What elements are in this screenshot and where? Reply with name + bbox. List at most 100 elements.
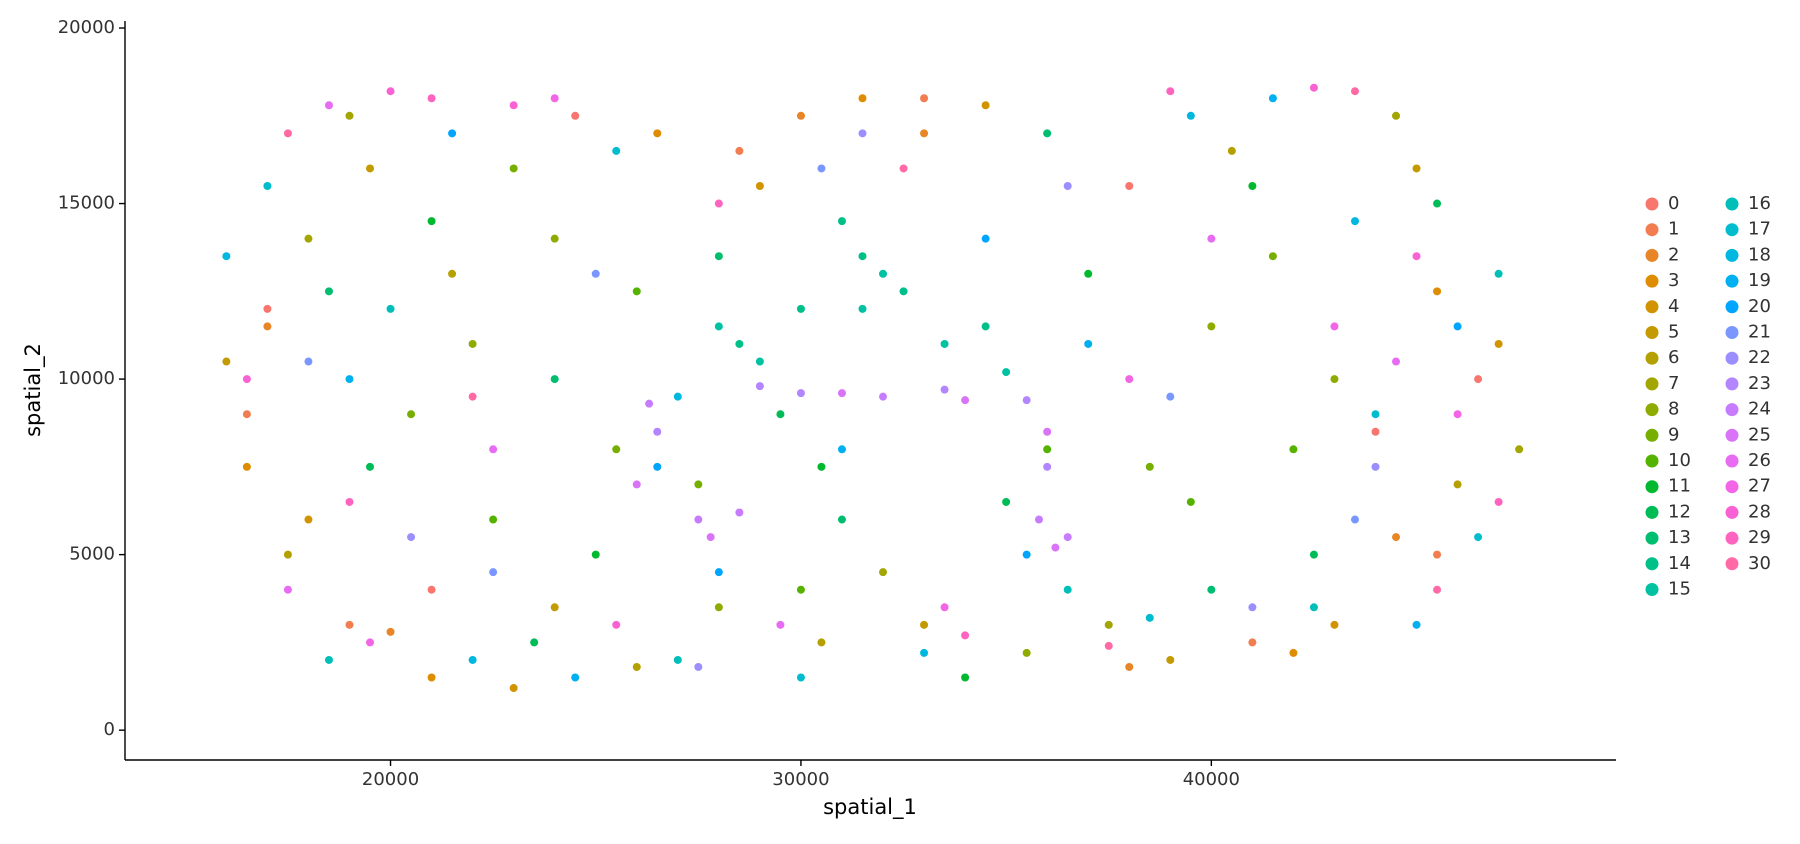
point bbox=[324, 655, 333, 664]
point bbox=[1022, 550, 1031, 559]
point bbox=[735, 339, 744, 348]
legend-label: 24 bbox=[1748, 399, 1771, 420]
legend-label: 17 bbox=[1748, 219, 1771, 240]
legend-label: 19 bbox=[1748, 270, 1771, 291]
legend-key bbox=[1645, 223, 1659, 237]
legend-label: 28 bbox=[1748, 501, 1771, 522]
point bbox=[1051, 543, 1060, 552]
point bbox=[1022, 648, 1031, 657]
point bbox=[1392, 111, 1401, 120]
point bbox=[345, 620, 354, 629]
point bbox=[714, 199, 723, 208]
point bbox=[817, 462, 826, 471]
legend-key bbox=[1645, 428, 1659, 442]
legend-key bbox=[1725, 223, 1739, 237]
legend-label: 4 bbox=[1668, 296, 1679, 317]
legend-label: 13 bbox=[1668, 527, 1691, 548]
point bbox=[796, 585, 805, 594]
point bbox=[653, 129, 662, 138]
point bbox=[1453, 480, 1462, 489]
point bbox=[448, 129, 457, 138]
point bbox=[1412, 164, 1421, 173]
point bbox=[1145, 613, 1154, 622]
legend-key bbox=[1645, 557, 1659, 571]
point bbox=[879, 269, 888, 278]
point bbox=[1330, 322, 1339, 331]
point bbox=[879, 568, 888, 577]
point bbox=[1515, 445, 1524, 454]
legend-key bbox=[1725, 403, 1739, 417]
point bbox=[1309, 83, 1318, 92]
y-tick-label: 20000 bbox=[58, 17, 115, 38]
legend-key bbox=[1725, 505, 1739, 519]
point bbox=[714, 252, 723, 261]
legend-key bbox=[1645, 197, 1659, 211]
point bbox=[1453, 410, 1462, 419]
point bbox=[1207, 234, 1216, 243]
legend-key bbox=[1725, 377, 1739, 391]
legend-label: 25 bbox=[1748, 424, 1771, 445]
point bbox=[1022, 396, 1031, 405]
legend-key bbox=[1725, 454, 1739, 468]
y-tick-label: 0 bbox=[104, 719, 115, 740]
point bbox=[427, 94, 436, 103]
point bbox=[961, 631, 970, 640]
point bbox=[920, 620, 929, 629]
point bbox=[755, 182, 764, 191]
legend-label: 27 bbox=[1748, 476, 1771, 497]
legend-key bbox=[1645, 505, 1659, 519]
point bbox=[366, 638, 375, 647]
point bbox=[796, 111, 805, 120]
point bbox=[1043, 462, 1052, 471]
point bbox=[1084, 339, 1093, 348]
point bbox=[1166, 87, 1175, 96]
legend-key bbox=[1645, 583, 1659, 596]
legend-label: 23 bbox=[1748, 373, 1771, 394]
legend-label: 7 bbox=[1668, 373, 1679, 394]
point bbox=[1248, 638, 1257, 647]
point bbox=[263, 304, 272, 313]
point bbox=[981, 101, 990, 110]
point bbox=[222, 357, 231, 366]
point bbox=[1125, 182, 1134, 191]
legend-key bbox=[1725, 351, 1739, 365]
point bbox=[1412, 252, 1421, 261]
point bbox=[345, 497, 354, 506]
point bbox=[1309, 603, 1318, 612]
point bbox=[1474, 375, 1483, 384]
point bbox=[796, 673, 805, 682]
point bbox=[755, 357, 764, 366]
point bbox=[427, 585, 436, 594]
point bbox=[427, 673, 436, 682]
legend-label: 22 bbox=[1748, 347, 1771, 368]
point bbox=[1166, 655, 1175, 664]
point bbox=[920, 94, 929, 103]
legend-key bbox=[1725, 428, 1739, 442]
point bbox=[858, 252, 867, 261]
point bbox=[879, 392, 888, 401]
point bbox=[796, 304, 805, 313]
point bbox=[242, 375, 251, 384]
point bbox=[468, 339, 477, 348]
point bbox=[981, 234, 990, 243]
point bbox=[1371, 427, 1380, 436]
point bbox=[1063, 585, 1072, 594]
point bbox=[324, 287, 333, 296]
point bbox=[263, 322, 272, 331]
point bbox=[858, 129, 867, 138]
point bbox=[1494, 497, 1503, 506]
point bbox=[1433, 287, 1442, 296]
point bbox=[304, 357, 313, 366]
point bbox=[653, 462, 662, 471]
legend-label: 20 bbox=[1748, 296, 1771, 317]
legend-label: 29 bbox=[1748, 527, 1771, 548]
point bbox=[1002, 497, 1011, 506]
point bbox=[981, 322, 990, 331]
point bbox=[1043, 129, 1052, 138]
point bbox=[1494, 339, 1503, 348]
point bbox=[1268, 94, 1277, 103]
legend-key bbox=[1645, 480, 1659, 494]
point bbox=[530, 638, 539, 647]
point bbox=[755, 382, 764, 391]
